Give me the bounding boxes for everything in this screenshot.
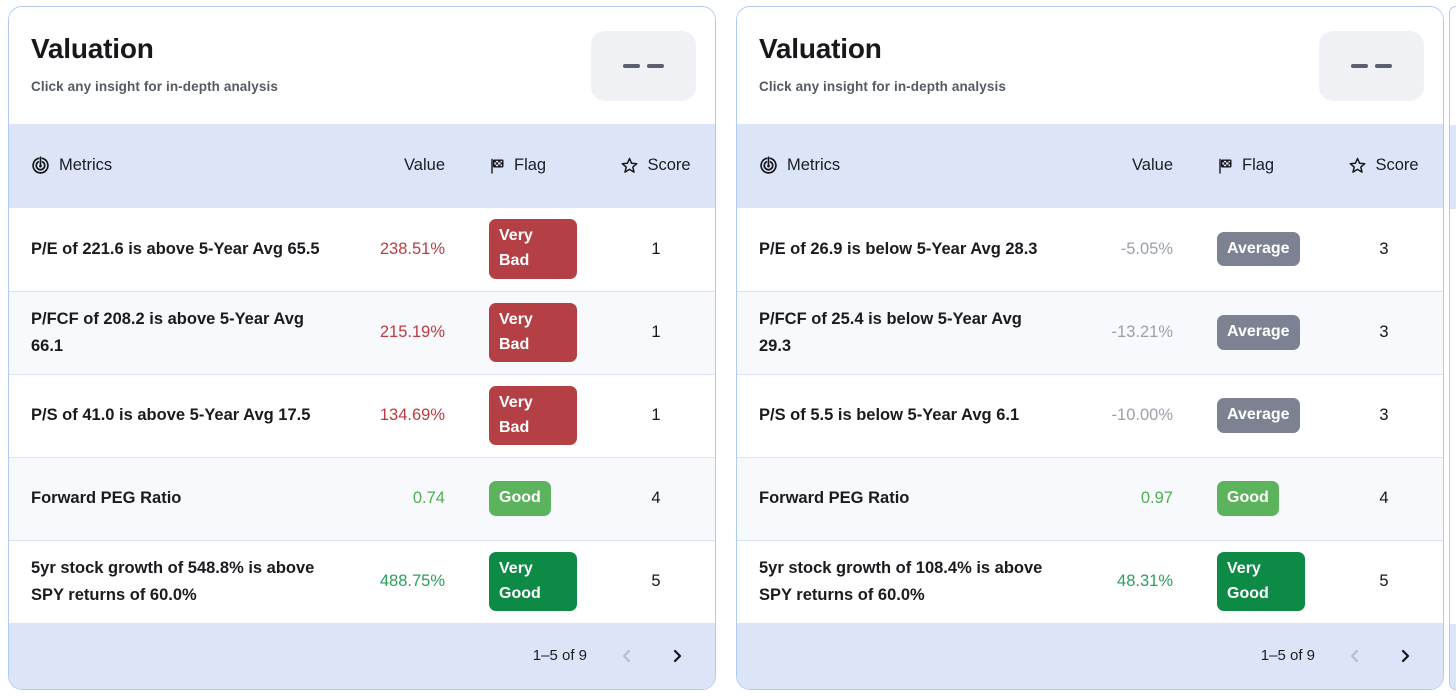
flag-badge: Average: [1217, 315, 1300, 350]
checkered-flag-icon: [489, 158, 505, 174]
flag-badge: Very Bad: [489, 219, 577, 279]
dash-icon: [1375, 63, 1392, 69]
column-header-score: Score: [1375, 156, 1419, 175]
logo-placeholder: [1319, 31, 1424, 101]
metric-score: 5: [1379, 572, 1389, 591]
table-header-row: Metrics Value Flag: [737, 124, 1443, 208]
goal-target-icon: [31, 156, 50, 175]
logo-placeholder: [591, 31, 696, 101]
metric-value: -5.05%: [1120, 239, 1173, 258]
metric-text: P/E of 221.6 is above 5-Year Avg 65.5: [31, 239, 320, 258]
chevron-right-icon: [1397, 648, 1413, 664]
metrics-table-body: P/E of 26.9 is below 5-Year Avg 28.3 -5.…: [737, 207, 1443, 623]
flag-badge: Very Bad: [489, 302, 577, 363]
table-row[interactable]: Forward PEG Ratio 0.97 Good 4: [737, 456, 1443, 540]
metrics-table-body: P/E of 221.6 is above 5-Year Avg 65.5 23…: [9, 207, 715, 623]
table-row[interactable]: Forward PEG Ratio 0.74 Good 4: [9, 456, 715, 540]
pagination-bar: 1–5 of 9: [737, 622, 1443, 689]
table-row[interactable]: P/FCF of 208.2 is above 5-Year Avg 66.1 …: [9, 290, 715, 374]
metric-text: P/S of 5.5 is below 5-Year Avg 6.1: [759, 406, 1020, 425]
metric-value: 48.31%: [1117, 572, 1173, 591]
column-header-score: Score: [647, 156, 691, 175]
metric-text: 5yr stock growth of 548.8% is above SPY …: [31, 559, 315, 604]
flag-badge: Average: [1217, 231, 1300, 267]
card-subtitle: Click any insight for in-depth analysis: [31, 79, 278, 94]
table-row[interactable]: P/S of 5.5 is below 5-Year Avg 6.1 -10.0…: [737, 373, 1443, 457]
table-header-row: Metrics Value Flag: [9, 124, 715, 208]
flag-badge: Very Good: [489, 551, 577, 612]
metric-score: 1: [651, 239, 661, 258]
metric-score: 3: [1379, 239, 1389, 258]
metric-value: -13.21%: [1111, 323, 1173, 342]
metric-text: P/FCF of 208.2 is above 5-Year Avg 66.1: [31, 310, 304, 355]
metric-value: 238.51%: [379, 239, 445, 258]
chevron-left-icon: [1347, 648, 1363, 664]
metric-text: Forward PEG Ratio: [759, 489, 910, 508]
dash-icon: [647, 63, 664, 69]
metric-text: P/E of 26.9 is below 5-Year Avg 28.3: [759, 239, 1038, 258]
metric-score: 1: [651, 406, 661, 425]
column-header-flag: Flag: [1242, 156, 1275, 175]
pagination-range: 1–5 of 9: [532, 647, 587, 665]
star-icon: [621, 157, 638, 174]
metric-value: 215.19%: [379, 323, 445, 342]
goal-target-icon: [759, 156, 778, 175]
flag-badge: Very Good: [1217, 551, 1305, 612]
metric-score: 3: [1379, 406, 1389, 425]
pagination-bar: 1–5 of 9: [9, 622, 715, 689]
partial-card-edge: [1449, 6, 1456, 690]
pagination-range: 1–5 of 9: [1260, 647, 1315, 665]
card-header: Valuation Click any insight for in-depth…: [9, 7, 715, 125]
pagination-prev-button[interactable]: [617, 646, 637, 666]
flag-badge: Good: [1217, 481, 1279, 516]
metric-text: 5yr stock growth of 108.4% is above SPY …: [759, 559, 1043, 604]
chevron-right-icon: [669, 648, 685, 664]
chevron-left-icon: [619, 648, 635, 664]
metric-score: 1: [651, 323, 661, 342]
metric-value: 0.74: [412, 489, 445, 508]
column-header-metrics: Metrics: [59, 156, 113, 175]
card-subtitle: Click any insight for in-depth analysis: [759, 79, 1006, 94]
metric-value: 0.97: [1140, 489, 1173, 508]
metric-score: 3: [1379, 323, 1389, 342]
column-header-value: Value: [404, 156, 445, 175]
metric-text: P/FCF of 25.4 is below 5-Year Avg 29.3: [759, 310, 1022, 355]
card-title: Valuation: [31, 33, 154, 64]
valuation-card-right: Valuation Click any insight for in-depth…: [736, 6, 1444, 690]
flag-badge: Average: [1217, 398, 1300, 433]
column-header-flag: Flag: [514, 156, 547, 175]
metric-score: 4: [651, 489, 661, 508]
checkered-flag-icon: [1217, 158, 1233, 174]
valuation-card-left: Valuation Click any insight for in-depth…: [8, 6, 716, 690]
flag-badge: Good: [489, 481, 551, 516]
pagination-next-button[interactable]: [667, 646, 687, 666]
star-icon: [1349, 157, 1366, 174]
table-row[interactable]: P/S of 41.0 is above 5-Year Avg 17.5 134…: [9, 373, 715, 457]
metric-text: Forward PEG Ratio: [31, 489, 182, 508]
table-row[interactable]: 5yr stock growth of 108.4% is above SPY …: [737, 539, 1443, 623]
metric-value: 488.75%: [379, 572, 445, 591]
metric-text: P/S of 41.0 is above 5-Year Avg 17.5: [31, 406, 311, 425]
table-row[interactable]: P/FCF of 25.4 is below 5-Year Avg 29.3 -…: [737, 290, 1443, 374]
card-header: Valuation Click any insight for in-depth…: [737, 7, 1443, 125]
table-row[interactable]: P/E of 221.6 is above 5-Year Avg 65.5 23…: [9, 207, 715, 291]
table-row[interactable]: P/E of 26.9 is below 5-Year Avg 28.3 -5.…: [737, 207, 1443, 291]
metric-score: 4: [1379, 489, 1389, 508]
flag-badge: Very Bad: [489, 385, 577, 446]
dash-icon: [1351, 63, 1368, 69]
metric-score: 5: [651, 572, 661, 591]
card-title: Valuation: [759, 33, 882, 64]
metric-value: 134.69%: [379, 406, 445, 425]
metric-value: -10.00%: [1111, 406, 1173, 425]
dash-icon: [623, 63, 640, 69]
column-header-value: Value: [1132, 156, 1173, 175]
table-row[interactable]: 5yr stock growth of 548.8% is above SPY …: [9, 539, 715, 623]
column-header-metrics: Metrics: [787, 156, 841, 175]
pagination-prev-button[interactable]: [1345, 646, 1365, 666]
pagination-next-button[interactable]: [1395, 646, 1415, 666]
